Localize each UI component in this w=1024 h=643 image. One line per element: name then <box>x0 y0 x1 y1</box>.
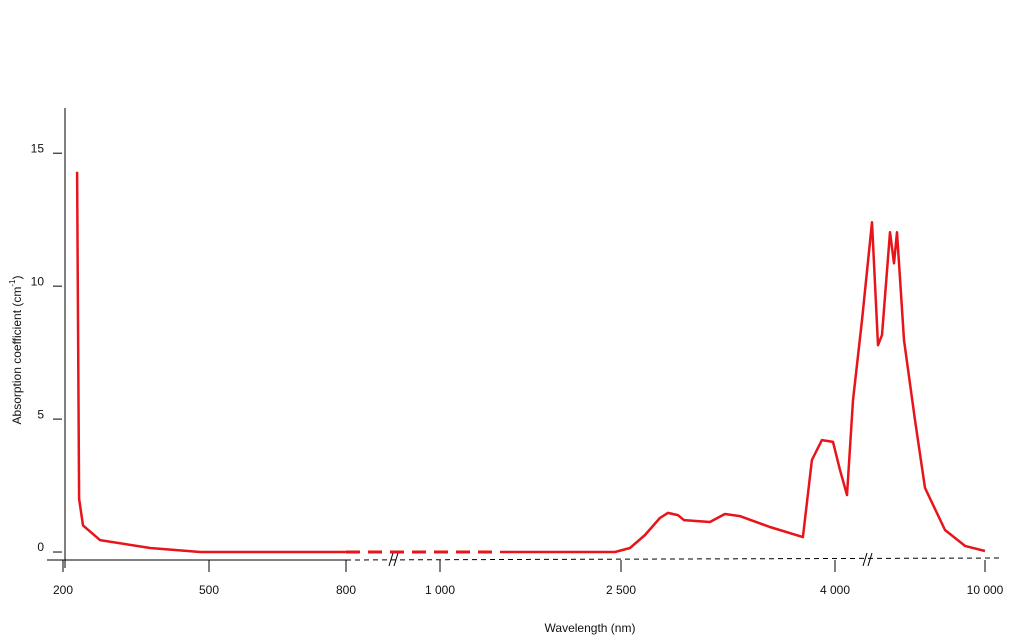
y-axis-title-sup: -1 <box>8 279 17 287</box>
y-tick-label: 0 <box>37 540 44 554</box>
axis-break <box>388 552 873 567</box>
line-series <box>500 221 986 554</box>
x-axis-broken <box>345 557 1003 561</box>
x-tick-label: 500 <box>199 583 219 597</box>
y-axis-title-text: Absorption coefficient (cm <box>10 287 24 425</box>
line-series <box>75 171 346 554</box>
y-axis-title-close: ) <box>10 276 24 280</box>
x-axis-title: Wavelength (nm) <box>545 621 636 635</box>
x-tick-label: 800 <box>336 583 356 597</box>
y-tick-label: 15 <box>31 141 45 155</box>
x-tick-label: 200 <box>53 583 73 597</box>
y-axis-title: Absorption coefficient (cm-1) <box>8 276 24 425</box>
x-tick-label: 4 000 <box>820 583 850 597</box>
x-tick-label: 2 500 <box>606 583 636 597</box>
x-tick-label: 1 000 <box>425 583 455 597</box>
y-tick-label: 5 <box>37 407 44 421</box>
x-tick-label: 10 000 <box>967 583 1004 597</box>
y-tick-label: 10 <box>31 274 45 288</box>
